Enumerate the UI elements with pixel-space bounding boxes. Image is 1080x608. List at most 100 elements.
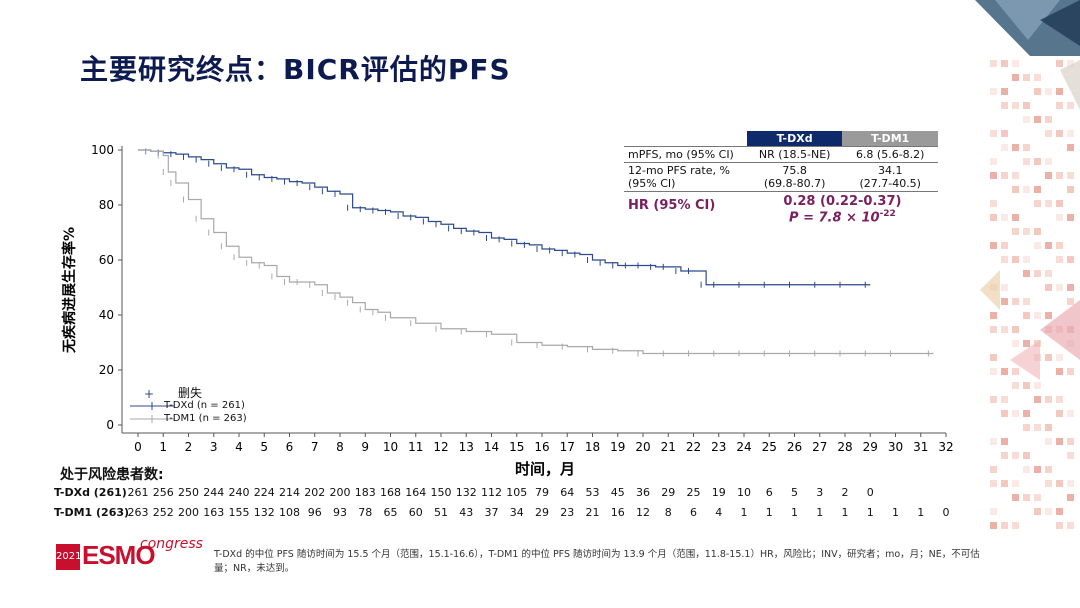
x-tick-label: 31 bbox=[913, 440, 928, 454]
risk-cell: 256 bbox=[152, 486, 174, 499]
risk-cell: 16 bbox=[610, 506, 625, 519]
p-value: P = 7.8 × 10-22 bbox=[789, 209, 896, 226]
y-axis-label: 无疾病进展生存率% bbox=[61, 227, 78, 354]
risk-cell: 168 bbox=[380, 486, 401, 499]
slide-title: 主要研究终点：BICR评估的PFS bbox=[80, 53, 511, 86]
x-tick-label: 19 bbox=[610, 440, 625, 454]
x-tick-label: 30 bbox=[888, 440, 903, 454]
censor-marker-icon: + bbox=[144, 387, 154, 401]
risk-cell: 64 bbox=[560, 486, 575, 499]
risk-cell: 96 bbox=[307, 506, 322, 519]
hr-value: 0.28 (0.22-0.37) bbox=[783, 194, 902, 209]
risk-table-title: 处于风险患者数: bbox=[60, 467, 164, 483]
risk-cell: 78 bbox=[358, 506, 373, 519]
risk-cell: 132 bbox=[455, 486, 477, 499]
risk-cell: 200 bbox=[178, 506, 199, 519]
x-tick-label: 18 bbox=[585, 440, 600, 454]
x-tick-label: 32 bbox=[938, 440, 953, 454]
risk-cell: 132 bbox=[253, 506, 275, 519]
p-exponent: -22 bbox=[879, 209, 896, 219]
x-tick-label: 10 bbox=[383, 440, 398, 454]
risk-cell: 2 bbox=[841, 486, 849, 499]
risk-cell: 224 bbox=[253, 486, 275, 499]
x-tick-label: 21 bbox=[661, 440, 676, 454]
x-tick-label: 16 bbox=[534, 440, 549, 454]
legend-dxd: T-DXd (n = 261) bbox=[164, 400, 245, 411]
x-tick-label: 24 bbox=[736, 440, 751, 454]
x-tick-label: 25 bbox=[762, 440, 777, 454]
y-tick-label: 40 bbox=[99, 308, 114, 322]
risk-cell: 214 bbox=[279, 486, 300, 499]
risk-cell: 93 bbox=[333, 506, 347, 519]
risk-cell: 36 bbox=[636, 486, 650, 499]
logo-year: 2021 bbox=[56, 544, 81, 570]
risk-cell: 1 bbox=[866, 506, 874, 519]
x-tick-label: 0 bbox=[134, 440, 142, 454]
x-tick-label: 3 bbox=[210, 440, 218, 454]
risk-cell: 43 bbox=[459, 506, 474, 519]
legend-dm1: T-DM1 (n = 263) bbox=[164, 413, 247, 424]
y-tick-label: 100 bbox=[91, 143, 114, 157]
stats-table: T-DXd T-DM1 mPFS, mo (95% CI) NR (18.5-N… bbox=[624, 131, 938, 227]
risk-cell: 163 bbox=[203, 506, 225, 519]
risk-cell: 6 bbox=[765, 486, 773, 499]
x-axis-label: 时间，月 bbox=[515, 460, 575, 478]
x-tick-label: 28 bbox=[837, 440, 852, 454]
risk-cell: 29 bbox=[661, 486, 676, 499]
risk-cell: 1 bbox=[765, 506, 773, 519]
rate-label-1: 12-mo PFS rate, % bbox=[628, 164, 730, 177]
risk-cell: 202 bbox=[304, 486, 326, 499]
x-tick-label: 2 bbox=[185, 440, 193, 454]
x-tick-label: 5 bbox=[260, 440, 268, 454]
x-tick-label: 17 bbox=[560, 440, 575, 454]
rate-dxd-2: (69.8-80.7) bbox=[763, 177, 826, 190]
rate-label-2: (95% CI) bbox=[628, 177, 676, 190]
risk-cell: 183 bbox=[354, 486, 376, 499]
footnote: T-DXd 的中位 PFS 随访时间为 15.5 个月（范围，15.1-16.6… bbox=[214, 549, 980, 574]
risk-cell: 1 bbox=[740, 506, 748, 519]
risk-cell: 250 bbox=[178, 486, 199, 499]
series-line-dm1 bbox=[138, 149, 934, 355]
legend-censored: 删失 bbox=[178, 386, 203, 400]
risk-cell: 1 bbox=[841, 506, 849, 519]
risk-cell: 263 bbox=[127, 506, 149, 519]
risk-cell: 240 bbox=[228, 486, 250, 499]
y-tick-label: 0 bbox=[106, 418, 114, 432]
risk-cell: 261 bbox=[127, 486, 149, 499]
x-tick-label: 6 bbox=[286, 440, 294, 454]
risk-cell: 6 bbox=[690, 506, 697, 519]
risk-cell: 112 bbox=[481, 486, 502, 499]
x-tick-label: 14 bbox=[484, 440, 499, 454]
x-tick-label: 20 bbox=[635, 440, 650, 454]
x-tick-label: 26 bbox=[787, 440, 802, 454]
risk-cell: 1 bbox=[791, 506, 798, 519]
rate-dm1-2: (27.7-40.5) bbox=[859, 177, 921, 190]
logo-name: ESMO bbox=[82, 540, 156, 570]
x-tick-label: 22 bbox=[686, 440, 701, 454]
risk-cell: 45 bbox=[610, 486, 625, 499]
x-tick-label: 15 bbox=[509, 440, 524, 454]
x-tick-label: 11 bbox=[408, 440, 423, 454]
rate-dm1-1: 34.1 bbox=[877, 164, 903, 177]
risk-cell: 164 bbox=[405, 486, 427, 499]
risk-cell: 3 bbox=[816, 486, 824, 499]
risk-cell: 5 bbox=[791, 486, 798, 499]
risk-cell: 60 bbox=[408, 506, 423, 519]
risk-cell: 252 bbox=[152, 506, 174, 519]
x-tick-label: 23 bbox=[711, 440, 726, 454]
risk-cell: 23 bbox=[560, 506, 575, 519]
risk-cell: 21 bbox=[585, 506, 600, 519]
col-header-dm1: T-DM1 bbox=[842, 131, 938, 147]
col-header-dxd: T-DXd bbox=[746, 131, 843, 147]
mpfs-dxd: NR (18.5-NE) bbox=[746, 146, 843, 163]
rate-dxd-1: 75.8 bbox=[782, 164, 807, 177]
risk-cell: 1 bbox=[816, 506, 824, 519]
risk-cell: 108 bbox=[279, 506, 300, 519]
risk-cell: 37 bbox=[484, 506, 499, 519]
risk-cell: 1 bbox=[892, 506, 899, 519]
y-tick-label: 60 bbox=[99, 253, 114, 267]
series-line-dxd bbox=[138, 149, 871, 286]
logo-suffix: congress bbox=[140, 536, 203, 552]
